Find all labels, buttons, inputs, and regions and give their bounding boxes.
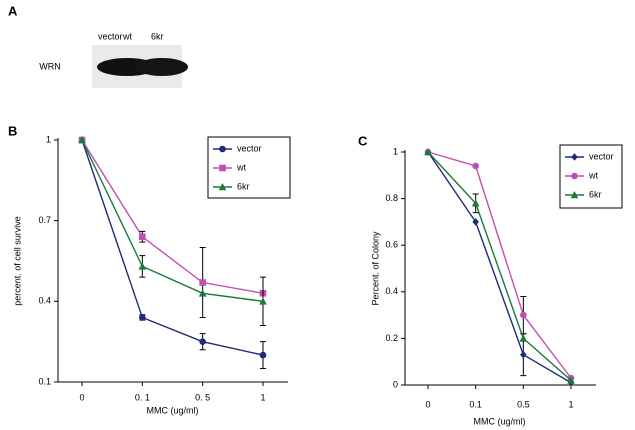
marker (259, 297, 267, 305)
x-tick-label: 0. 5 (195, 392, 210, 402)
x-tick-label: 0. 1 (135, 392, 150, 402)
marker (198, 289, 207, 297)
legend-label: 6kr (237, 181, 250, 191)
y-tick-label: 0.1 (38, 376, 51, 386)
y-tick-label: 0.2 (385, 333, 398, 343)
y-tick-label: 1 (393, 146, 398, 156)
x-tick-label: 0 (425, 399, 430, 409)
marker (520, 311, 527, 319)
legend-label: vector (589, 151, 614, 161)
y-tick-label: 1 (46, 134, 51, 144)
marker (219, 145, 226, 153)
lane-label: 6kr (151, 31, 164, 41)
lane-label: wt (122, 31, 132, 41)
y-tick-label: 0.6 (385, 240, 398, 250)
series-line (427, 151, 572, 381)
x-tick-label: 0.1 (469, 399, 482, 409)
marker (78, 136, 86, 144)
series-line (427, 151, 572, 379)
legend-label: wt (236, 162, 246, 172)
marker (519, 334, 528, 342)
marker (472, 162, 479, 170)
marker (139, 314, 146, 321)
panel-label: B (8, 123, 17, 138)
x-axis-label: MMC (ug/ml) (147, 405, 199, 415)
marker (570, 191, 579, 199)
y-tick-label: 0 (393, 379, 398, 389)
marker (520, 350, 527, 359)
marker (138, 262, 147, 270)
y-axis-label: Percent. of Colony (370, 231, 380, 306)
marker (139, 233, 146, 241)
x-tick-label: 1 (260, 392, 265, 402)
legend-label: wt (588, 170, 598, 180)
y-tick-label: 0.4 (38, 296, 51, 306)
marker (567, 376, 575, 384)
x-axis-label: MMC (ug/ml) (474, 416, 526, 426)
x-tick-label: 0 (79, 392, 84, 402)
y-tick-label: 0.7 (38, 215, 51, 225)
marker (199, 279, 206, 286)
marker (571, 153, 578, 161)
marker (471, 199, 480, 207)
marker (259, 351, 267, 359)
y-tick-label: 0.8 (385, 193, 398, 203)
panel-label: A (8, 3, 18, 18)
panel-label: C (358, 133, 368, 148)
marker (199, 338, 206, 345)
x-tick-label: 0.5 (517, 399, 530, 409)
blot-band (136, 58, 188, 76)
series-line (81, 139, 264, 303)
charts: 0.1 0.4 0.7 1 0 0. 1 0. 5 1 MMC (ug/ml) percent. … (12, 134, 623, 426)
marker (424, 148, 432, 156)
marker (219, 164, 226, 172)
lane-label: vector (98, 31, 123, 41)
marker (472, 218, 479, 226)
y-axis-label: percent. of cell survive (12, 216, 22, 306)
y-tick-label: 0.4 (385, 286, 398, 296)
legend-label: vector (237, 143, 262, 153)
series-line (81, 139, 264, 356)
marker (218, 183, 227, 191)
series-line (427, 151, 572, 384)
series-line (81, 139, 264, 294)
row-label: WRN (39, 61, 61, 71)
x-tick-label: 1 (568, 399, 573, 409)
legend-label: 6kr (589, 189, 602, 199)
marker (571, 172, 578, 180)
